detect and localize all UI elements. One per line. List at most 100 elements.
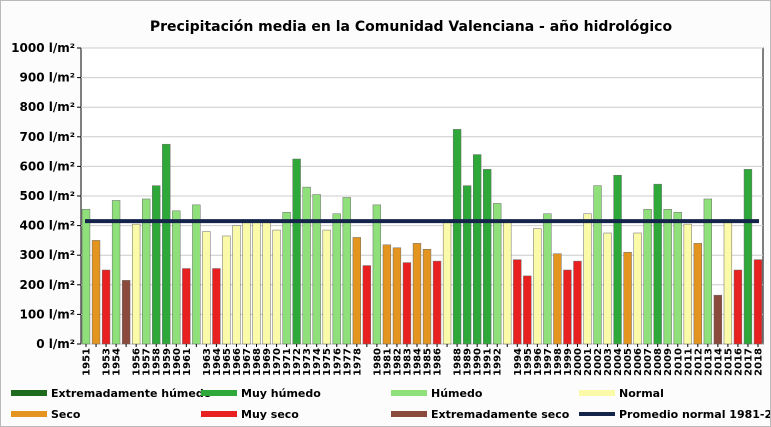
bar-1968 [252, 219, 261, 345]
bar-1989 [462, 185, 472, 345]
legend-label-extremadamente-seco: Extremadamente seco [431, 408, 570, 421]
x-tick-label: 1989 [463, 348, 474, 376]
x-tick-label: 2008 [653, 348, 664, 376]
x-tick-label: 2015 [723, 348, 734, 376]
x-tick-label: 1997 [543, 348, 554, 376]
x-tick-label: 2004 [613, 348, 624, 376]
x-tick-label: 2013 [703, 348, 714, 376]
bar-1956 [132, 223, 141, 345]
x-tick-label: 2017 [743, 348, 754, 376]
x-tick-label: 2000 [573, 348, 584, 376]
bar-1986 [432, 260, 442, 345]
x-tick-label: 1996 [533, 348, 544, 376]
x-tick-label: 1971 [282, 348, 293, 376]
bar-2008 [653, 183, 662, 345]
bar-1951 [81, 209, 91, 345]
y-tick-label: 200 l/m² [20, 278, 75, 292]
x-tick-label: 2016 [733, 348, 744, 376]
legend-label-extremadamente-humedo: Extremadamente húmedo [51, 387, 212, 400]
bar-1958 [152, 185, 161, 345]
x-tick-label: 1974 [312, 348, 323, 376]
x-tick-label: 2002 [593, 348, 604, 376]
legend-label-muy-humedo: Muy húmedo [241, 387, 321, 400]
x-tick-label: 2011 [683, 348, 694, 376]
x-tick-label: 1988 [453, 348, 464, 376]
y-tick-label: 100 l/m² [20, 307, 75, 321]
x-tick-label: 1951 [82, 348, 93, 376]
bar-1973 [302, 186, 311, 345]
bar-1971 [282, 212, 291, 345]
x-tick-label: 1954 [112, 348, 123, 376]
legend-label-promedio-normal-1981-2010: Promedio normal 1981-2010 [619, 408, 770, 421]
legend-label-muy-seco: Muy seco [241, 408, 299, 421]
x-tick-label: 1964 [212, 348, 223, 376]
bar-2009 [663, 209, 672, 345]
bar-2015 [723, 222, 733, 345]
bar-1963 [202, 231, 211, 345]
bar-1969 [262, 222, 271, 345]
x-tick-label: 1990 [473, 348, 484, 376]
bar-1972 [292, 158, 301, 345]
bar-1978 [352, 237, 361, 345]
y-tick-label: 800 l/m² [20, 100, 75, 114]
bar-1959 [162, 143, 171, 345]
bar-1988 [452, 129, 462, 345]
bar-2005 [623, 251, 632, 345]
bar-1987 [442, 222, 452, 345]
x-tick-label: 1995 [523, 348, 534, 376]
bar-2004 [613, 175, 622, 345]
bar-1979 [362, 265, 371, 345]
x-tick-label: 1969 [262, 348, 273, 376]
x-tick-label: 1983 [402, 348, 413, 376]
y-tick-label: 500 l/m² [20, 189, 75, 203]
bar-1980 [372, 204, 382, 345]
bar-2017 [743, 169, 753, 345]
x-tick-label: 1976 [332, 348, 343, 376]
bar-1970 [272, 229, 281, 345]
bar-1966 [232, 225, 241, 345]
bar-2014 [713, 294, 723, 345]
x-tick-label: 1985 [423, 348, 434, 376]
bar-2000 [573, 260, 582, 345]
legend-swatch-extremadamente-seco [391, 411, 427, 417]
legend-swatch-muy-seco [201, 411, 237, 417]
bar-1975 [322, 229, 331, 345]
y-tick-label: 900 l/m² [20, 71, 75, 85]
x-tick-label: 1973 [302, 348, 313, 376]
x-tick-label: 2018 [753, 348, 764, 376]
x-tick-label: 1966 [232, 348, 243, 376]
x-tick-label: 2006 [633, 348, 644, 376]
y-tick-label: 700 l/m² [20, 130, 75, 144]
x-tick-label: 1967 [242, 348, 253, 376]
x-tick-label: 1999 [563, 348, 574, 376]
bar-1996 [533, 228, 542, 345]
bar-2006 [633, 232, 642, 345]
x-tick-label: 1986 [433, 348, 444, 376]
legend-label-humedo: Húmedo [431, 387, 483, 400]
x-tick-label: 2003 [603, 348, 614, 376]
bar-1962 [192, 204, 201, 345]
chart-title: Precipitación media en la Comunidad Vale… [150, 19, 673, 35]
bar-2003 [603, 232, 612, 345]
y-tick-label: 1000 l/m² [11, 41, 75, 55]
bar-1993 [503, 222, 512, 345]
x-tick-label: 1977 [342, 348, 353, 376]
x-tick-label: 2010 [673, 348, 684, 376]
legend-label-seco: Seco [51, 408, 81, 421]
legend-label-normal: Normal [619, 387, 664, 400]
bar-1984 [412, 243, 422, 345]
bar-2010 [673, 212, 682, 345]
legend-swatch-muy-humedo [201, 390, 237, 396]
x-tick-label: 2009 [663, 348, 674, 376]
bar-1997 [543, 213, 552, 345]
x-tick-label: 2012 [693, 348, 704, 376]
x-tick-label: 1991 [483, 348, 494, 376]
y-axis: 0 l/m² 100 l/m² 200 l/m² 300 l/m² 400 l/m² 50… [11, 41, 81, 351]
x-tick-label: 1958 [152, 348, 163, 376]
bar-1974 [312, 194, 321, 345]
x-tick-label: 1961 [182, 348, 193, 376]
x-tick-label: 1978 [352, 348, 363, 376]
x-axis: 1951 1953 1954 1956 1957 1958 1959 1960 1961 1963… [82, 344, 764, 376]
x-tick-label: 1981 [382, 348, 393, 376]
